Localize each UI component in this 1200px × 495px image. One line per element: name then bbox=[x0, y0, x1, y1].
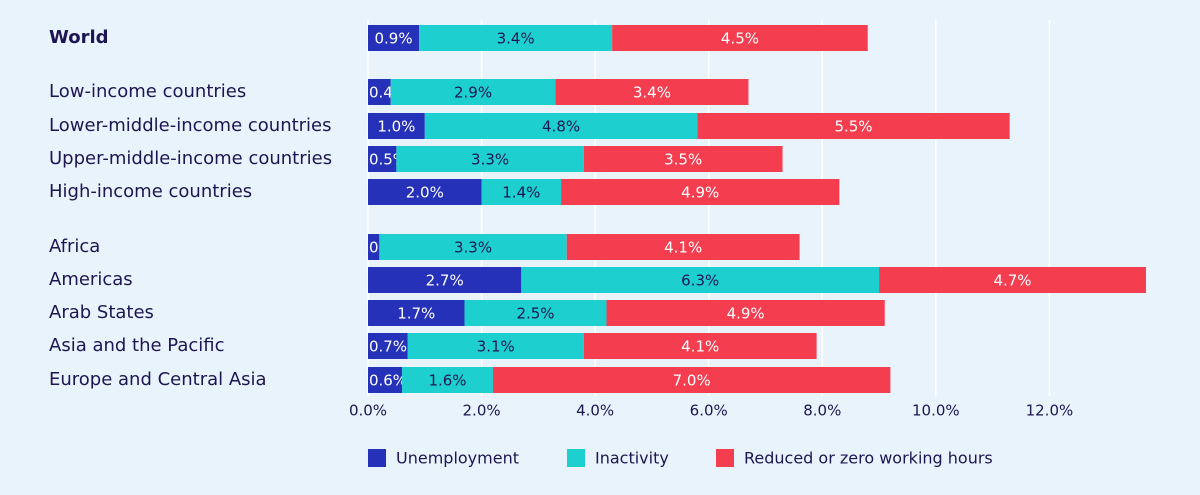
bar-segment bbox=[419, 25, 613, 51]
legend-swatch bbox=[716, 449, 734, 467]
category-label: Asia and the Pacific bbox=[49, 335, 225, 356]
x-tick-label: 10.0% bbox=[912, 402, 960, 420]
legend-label: Reduced or zero working hours bbox=[744, 449, 993, 468]
value-label: 2.0% bbox=[406, 184, 444, 202]
value-label: 4.1% bbox=[681, 338, 719, 356]
value-label: 6.3% bbox=[681, 272, 719, 290]
x-tick-label: 8.0% bbox=[803, 402, 841, 420]
bar-segment bbox=[407, 333, 584, 359]
bar-segment bbox=[368, 367, 403, 393]
bar-segment bbox=[368, 234, 380, 260]
value-label: 0.7% bbox=[369, 338, 407, 356]
bar-segment bbox=[368, 179, 482, 205]
bar-segment bbox=[402, 367, 493, 393]
bar-segment bbox=[396, 146, 584, 172]
bar-segment bbox=[464, 300, 607, 326]
category-label: Lower-middle-income countries bbox=[49, 115, 332, 136]
category-label: Europe and Central Asia bbox=[49, 369, 267, 390]
bar-segment bbox=[368, 79, 391, 105]
bar-segment bbox=[492, 367, 891, 393]
bar-segment bbox=[583, 333, 817, 359]
bar-segment bbox=[368, 113, 425, 139]
bar-segment bbox=[521, 267, 880, 293]
value-label: 3.4% bbox=[497, 30, 535, 48]
bar-segment bbox=[606, 300, 885, 326]
value-label: 3.1% bbox=[477, 338, 515, 356]
value-label: 2.9% bbox=[454, 84, 492, 102]
x-tick-label: 2.0% bbox=[463, 402, 501, 420]
bar-segment bbox=[481, 179, 562, 205]
value-label: 5.5% bbox=[834, 118, 872, 136]
value-label: 7.0% bbox=[673, 372, 711, 390]
category-label: Upper-middle-income countries bbox=[49, 148, 332, 169]
value-label: 3.3% bbox=[471, 151, 509, 169]
value-label: 4.9% bbox=[727, 305, 765, 323]
value-label: 4.5% bbox=[721, 30, 759, 48]
value-label: 1.4% bbox=[502, 184, 540, 202]
bar-segment bbox=[583, 146, 783, 172]
bar-segment bbox=[368, 146, 397, 172]
value-label: 3.3% bbox=[454, 239, 492, 257]
bar-segment bbox=[612, 25, 868, 51]
bar-segment bbox=[368, 267, 522, 293]
bar-segment bbox=[424, 113, 698, 139]
x-tick-label: 4.0% bbox=[576, 402, 614, 420]
category-label: Low-income countries bbox=[49, 81, 246, 102]
bar-segment bbox=[379, 234, 567, 260]
value-label: 0.9% bbox=[374, 30, 412, 48]
legend-label: Unemployment bbox=[396, 449, 519, 468]
value-label: 1.0% bbox=[377, 118, 415, 136]
bar-segment bbox=[555, 79, 749, 105]
x-tick-label: 6.0% bbox=[690, 402, 728, 420]
category-label: World bbox=[49, 27, 109, 48]
value-label: 3.4% bbox=[633, 84, 671, 102]
value-label: 1.7% bbox=[397, 305, 435, 323]
value-label: 2.7% bbox=[426, 272, 464, 290]
category-label: Arab States bbox=[49, 302, 154, 323]
legend-label: Inactivity bbox=[595, 449, 669, 468]
legend-swatch bbox=[368, 449, 386, 467]
legend-swatch bbox=[567, 449, 585, 467]
value-label: 4.9% bbox=[681, 184, 719, 202]
category-label: Africa bbox=[49, 236, 100, 257]
value-label: 4.1% bbox=[664, 239, 702, 257]
bar-segment bbox=[368, 333, 408, 359]
value-label: 0.6% bbox=[369, 372, 407, 390]
value-label: 4.7% bbox=[993, 272, 1031, 290]
bar-segment bbox=[879, 267, 1146, 293]
category-label: Americas bbox=[49, 269, 133, 290]
bar-segment bbox=[368, 300, 465, 326]
bar-segment bbox=[566, 234, 800, 260]
bar-segment bbox=[368, 25, 420, 51]
value-label: 2.5% bbox=[516, 305, 554, 323]
bar-segment bbox=[697, 113, 1010, 139]
bar-segment bbox=[561, 179, 840, 205]
category-label: High-income countries bbox=[49, 181, 252, 202]
value-label: 4.8% bbox=[542, 118, 580, 136]
x-tick-label: 12.0% bbox=[1026, 402, 1074, 420]
bar-segment bbox=[390, 79, 556, 105]
value-label: 3.5% bbox=[664, 151, 702, 169]
x-tick-label: 0.0% bbox=[349, 402, 387, 420]
value-label: 1.6% bbox=[428, 372, 466, 390]
